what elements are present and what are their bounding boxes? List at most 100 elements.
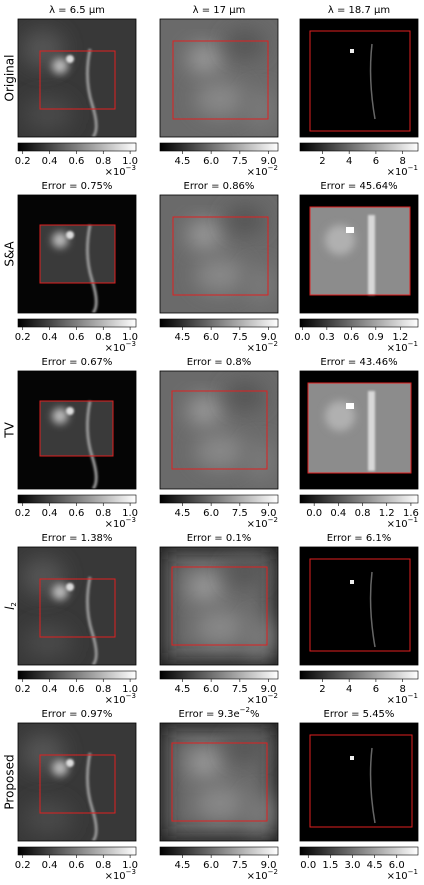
colorbar-tick-label: 7.5 [232, 860, 248, 871]
colorbar-tick-label: 0.4 [42, 860, 58, 871]
multiplier-exponent: −3 [126, 868, 136, 876]
blob [225, 29, 265, 59]
panel [159, 194, 279, 314]
spot [346, 403, 354, 409]
blob [245, 793, 275, 833]
image-frame [299, 546, 419, 666]
colorbar-tick-label: 1.5 [322, 860, 338, 871]
panel [159, 722, 279, 842]
blob [187, 572, 223, 602]
blob [225, 733, 265, 763]
panel-title-suffix: % [250, 709, 260, 720]
red-box [309, 30, 411, 132]
colorbar-tick-label: 9.0 [261, 156, 277, 167]
colorbar-tick-label: 0.4 [42, 332, 58, 343]
image [300, 723, 418, 841]
colorbar-multiplier: ×10−3 [105, 340, 136, 354]
panel-title: Error = 0.75% [42, 181, 113, 192]
colorbar-multiplier: ×10−2 [247, 164, 278, 178]
colorbar-tick-label: 9.0 [261, 332, 277, 343]
multiplier-exponent: −2 [268, 516, 278, 524]
red-box [172, 40, 269, 120]
colorbar-tick-label: 6.0 [203, 508, 219, 519]
panel-title: Error = 5.45% [324, 709, 395, 720]
panel [159, 546, 279, 666]
streak [85, 576, 98, 665]
colorbar-tick-label: 9.0 [261, 684, 277, 695]
multiplier-base: ×10 [387, 167, 408, 178]
colorbar-tick-label: 6.0 [203, 684, 219, 695]
colorbar-tick-label: 0.2 [15, 684, 31, 695]
inner [40, 401, 113, 456]
blob [195, 785, 245, 821]
panel [17, 18, 137, 138]
blob [187, 44, 223, 74]
column-title: λ = 17 μm [193, 5, 246, 16]
blob [225, 205, 265, 235]
image-frame [159, 546, 279, 666]
image [160, 371, 278, 489]
streak [85, 48, 98, 137]
image [18, 19, 136, 137]
colorbar-multiplier: ×10−3 [105, 868, 136, 882]
colorbar-tick-label: 0.8 [95, 508, 111, 519]
colorbar [299, 670, 419, 680]
red-box [39, 754, 116, 814]
multiplier-base: ×10 [247, 871, 268, 882]
image-frame [159, 722, 279, 842]
spot [350, 756, 354, 760]
colorbar-tick-label: 0.2 [15, 508, 31, 519]
streak [369, 571, 376, 648]
colorbar-tick-label: 0.9 [368, 332, 384, 343]
colorbar-tick-label: 0.2 [15, 332, 31, 343]
colorbar [17, 846, 137, 856]
inner [310, 207, 410, 295]
image-bg [300, 19, 418, 137]
red-box [171, 742, 268, 822]
inner [40, 225, 115, 283]
multiplier-base: ×10 [105, 871, 126, 882]
colorbar-tick-label: 4.5 [174, 860, 190, 871]
panel-title: Error = 0.8% [187, 357, 252, 368]
panel-title: Error = 0.86% [184, 181, 255, 192]
colorbar-tick-label: 1.2 [392, 332, 408, 343]
colorbar [299, 142, 419, 152]
colorbar-tick-label: 0.4 [330, 508, 346, 519]
colorbar [17, 670, 137, 680]
row-label-main: l [3, 606, 17, 610]
colorbar-multiplier: ×10−2 [247, 692, 278, 706]
colorbar-tick-label: 1.2 [379, 508, 395, 519]
blob [195, 433, 245, 469]
blob [225, 381, 265, 411]
blob [23, 800, 73, 836]
colorbar-tick-label: 1.0 [122, 860, 138, 871]
blob [66, 583, 74, 591]
colorbar [159, 846, 279, 856]
colorbar-tick-label: 6.0 [389, 860, 405, 871]
multiplier-exponent: −2 [268, 340, 278, 348]
blob [23, 96, 73, 132]
panel-title: Error = 0.1% [187, 533, 252, 544]
panel [299, 194, 419, 314]
red-box [171, 390, 268, 470]
colorbar-tick-label: 0.0 [300, 860, 316, 871]
panel [159, 370, 279, 490]
blob [245, 265, 275, 305]
multiplier-base: ×10 [247, 519, 268, 530]
blob [187, 748, 223, 778]
colorbar [17, 318, 137, 328]
image-bg [300, 723, 418, 841]
colorbar-tick-label: 0.8 [95, 332, 111, 343]
image-frame [17, 194, 137, 314]
streak [368, 215, 375, 295]
red-box [309, 734, 413, 828]
image-bg [300, 547, 418, 665]
colorbar [159, 142, 279, 152]
colorbar-multiplier: ×10−2 [247, 868, 278, 882]
row-label: Proposed [3, 754, 17, 809]
multiplier-exponent: −3 [126, 516, 136, 524]
blob [52, 760, 68, 776]
colorbar-tick-label: 0.2 [15, 156, 31, 167]
colorbar-multiplier: ×10−3 [105, 164, 136, 178]
